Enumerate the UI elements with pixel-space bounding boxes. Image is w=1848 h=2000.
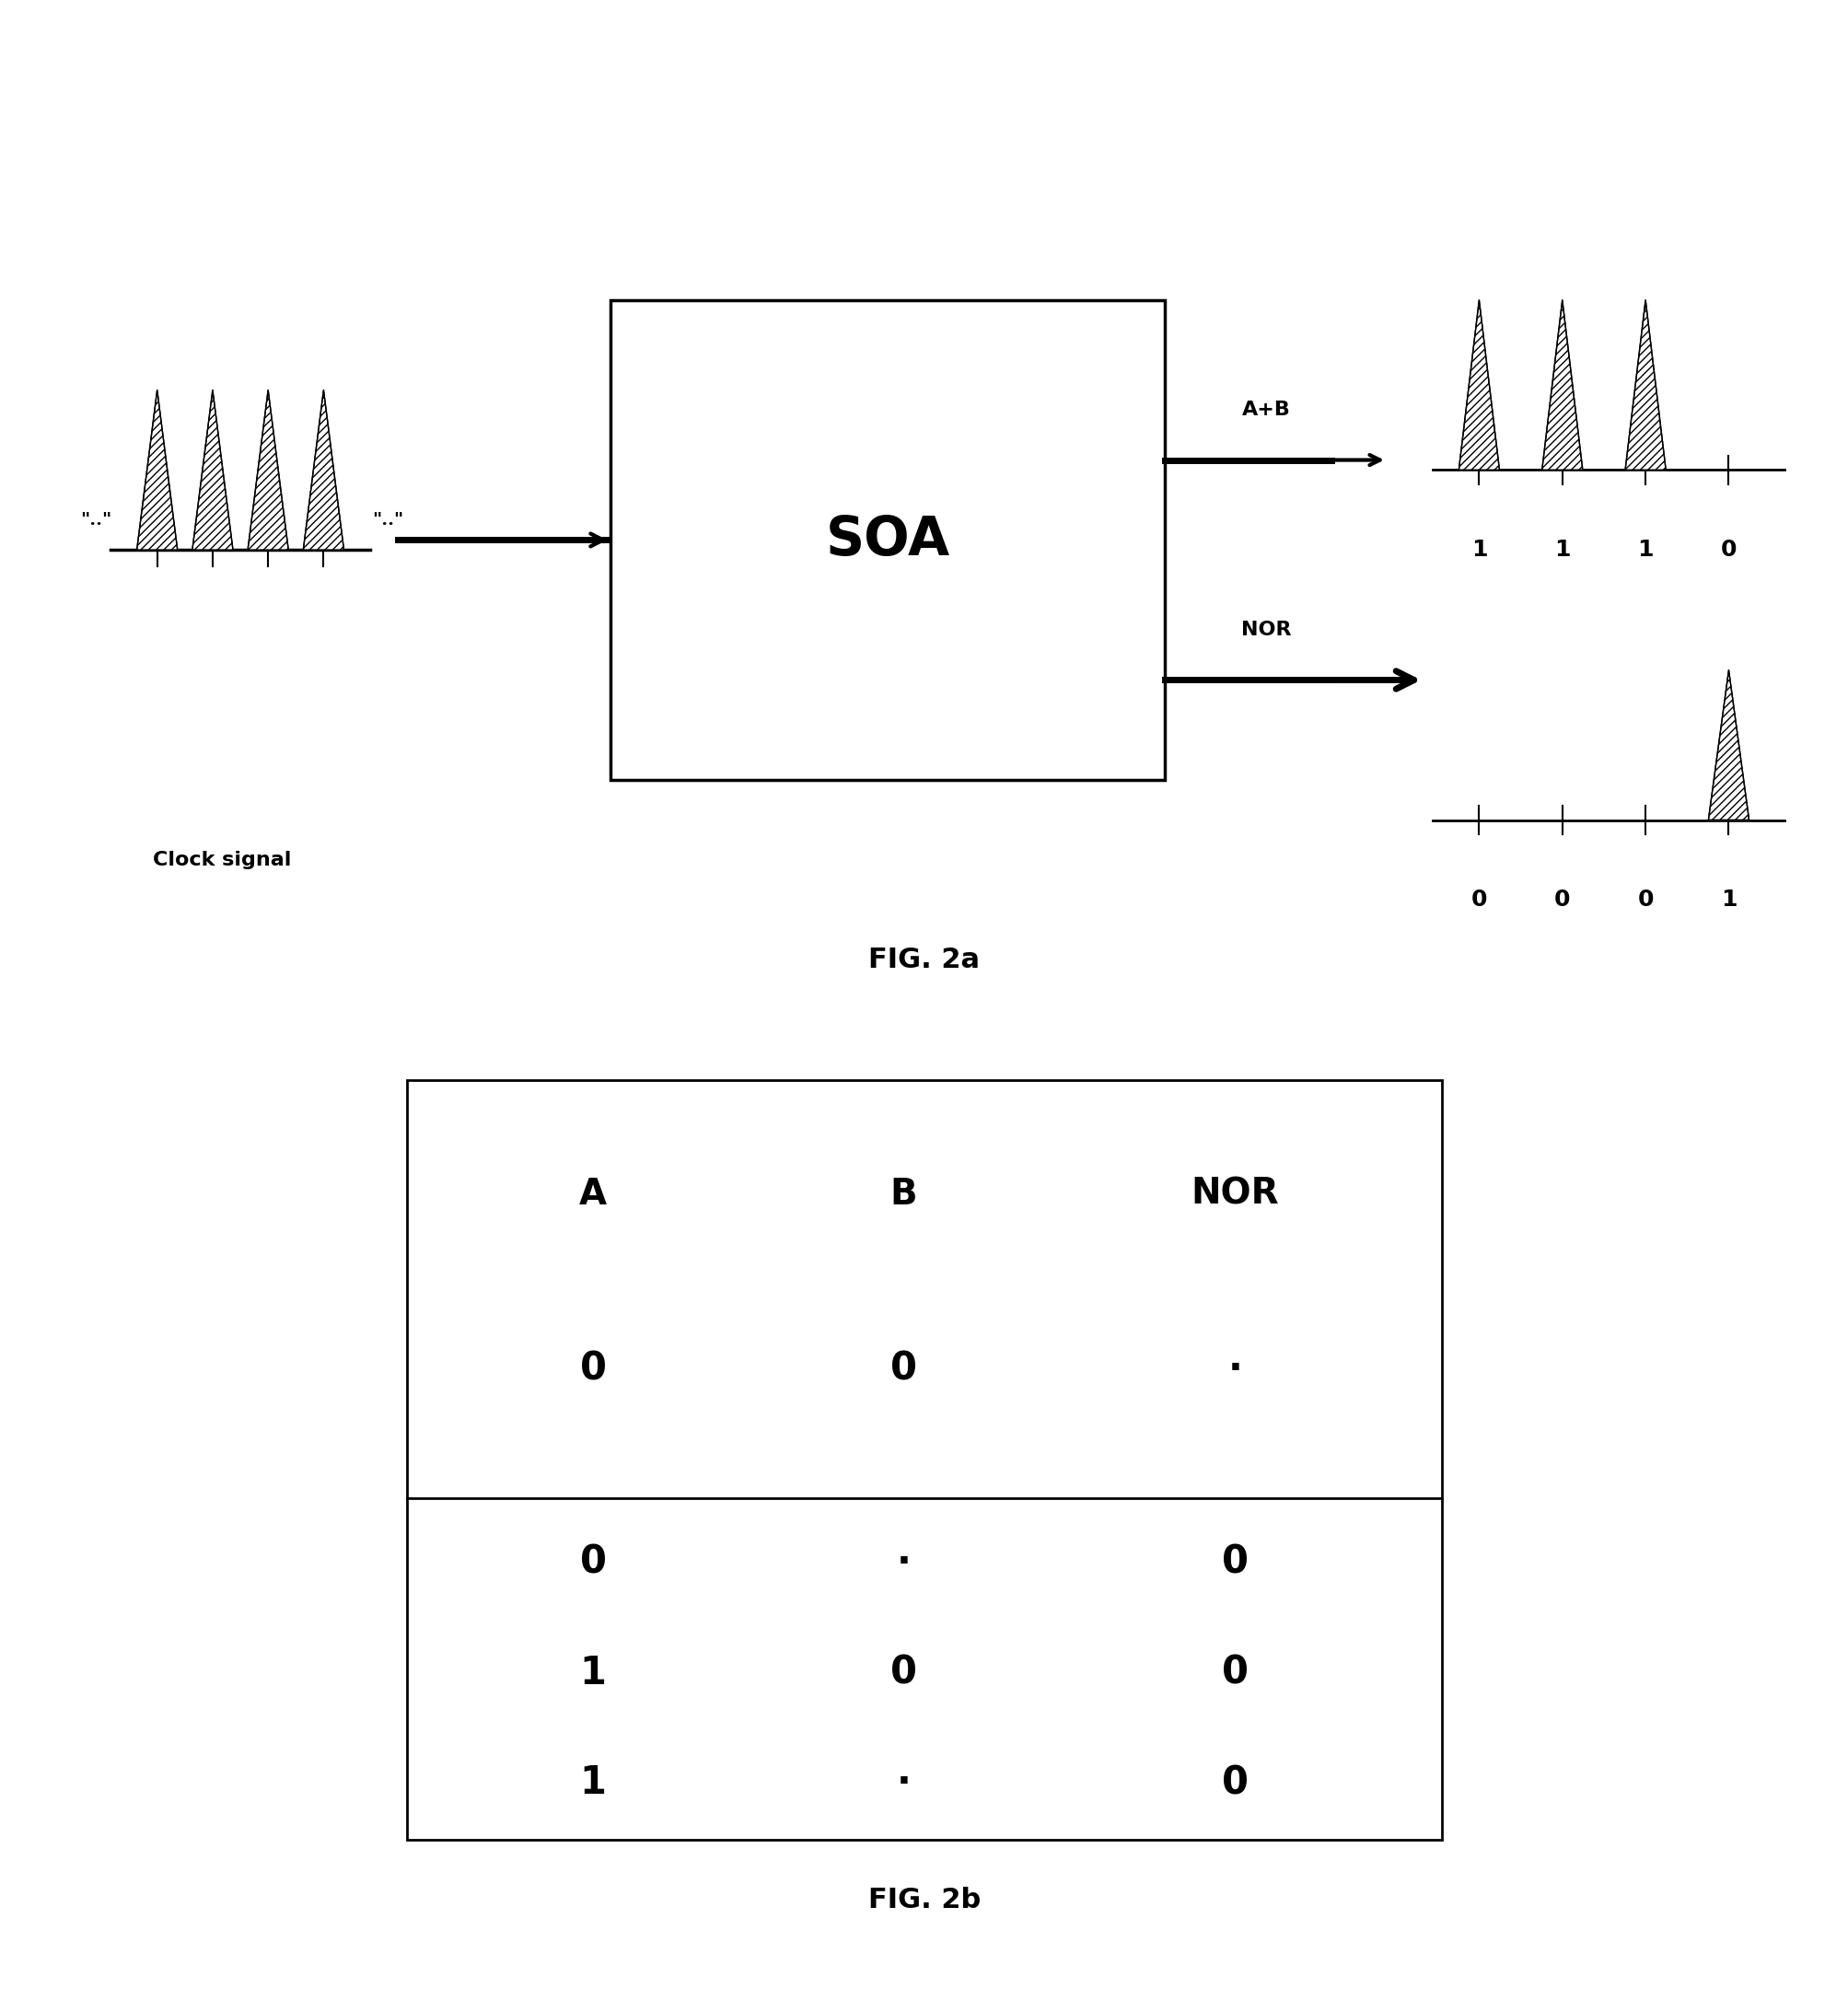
Text: NOR: NOR: [1190, 1176, 1279, 1212]
Text: FIG. 2a: FIG. 2a: [869, 946, 979, 974]
Text: 1: 1: [1471, 538, 1486, 562]
Text: ·: ·: [1227, 1350, 1242, 1388]
Text: A: A: [578, 1176, 606, 1212]
Text: B: B: [889, 1176, 917, 1212]
Bar: [610, 300, 1164, 780]
Text: "..": "..": [371, 512, 405, 528]
Polygon shape: [1458, 300, 1499, 470]
Polygon shape: [192, 390, 233, 550]
Text: ·: ·: [896, 1544, 911, 1582]
Text: 0: 0: [580, 1350, 606, 1388]
Polygon shape: [1541, 300, 1582, 470]
Text: "..": "..": [79, 512, 113, 528]
Polygon shape: [1624, 300, 1665, 470]
Polygon shape: [248, 390, 288, 550]
Polygon shape: [1541, 300, 1582, 470]
Text: 0: 0: [1222, 1544, 1247, 1582]
Text: 1: 1: [580, 1764, 606, 1802]
Text: 0: 0: [1554, 888, 1569, 912]
Text: 0: 0: [1222, 1764, 1247, 1802]
Text: 0: 0: [1637, 888, 1652, 912]
Polygon shape: [192, 390, 233, 550]
Polygon shape: [1708, 670, 1748, 820]
Polygon shape: [248, 390, 288, 550]
Polygon shape: [137, 390, 177, 550]
Polygon shape: [303, 390, 344, 550]
Polygon shape: [1624, 300, 1665, 470]
Polygon shape: [1708, 670, 1748, 820]
Text: 1: 1: [1720, 888, 1735, 912]
Text: ·: ·: [896, 1764, 911, 1802]
Polygon shape: [137, 390, 177, 550]
Polygon shape: [1458, 300, 1499, 470]
Text: 1: 1: [1554, 538, 1569, 562]
Text: 1: 1: [1637, 538, 1652, 562]
Text: Clock signal: Clock signal: [153, 850, 290, 870]
Text: A+B: A+B: [1242, 400, 1290, 420]
Text: FIG. 2b: FIG. 2b: [869, 1886, 979, 1914]
Text: NOR: NOR: [1240, 620, 1292, 640]
Text: 0: 0: [580, 1544, 606, 1582]
Polygon shape: [303, 390, 344, 550]
Text: 0: 0: [1471, 888, 1486, 912]
Text: SOA: SOA: [824, 514, 950, 566]
Bar: [407, 1080, 1441, 1840]
Text: 0: 0: [891, 1350, 917, 1388]
Text: 0: 0: [1720, 538, 1735, 562]
Text: 1: 1: [580, 1654, 606, 1692]
Text: 0: 0: [1222, 1654, 1247, 1692]
Text: 0: 0: [891, 1654, 917, 1692]
